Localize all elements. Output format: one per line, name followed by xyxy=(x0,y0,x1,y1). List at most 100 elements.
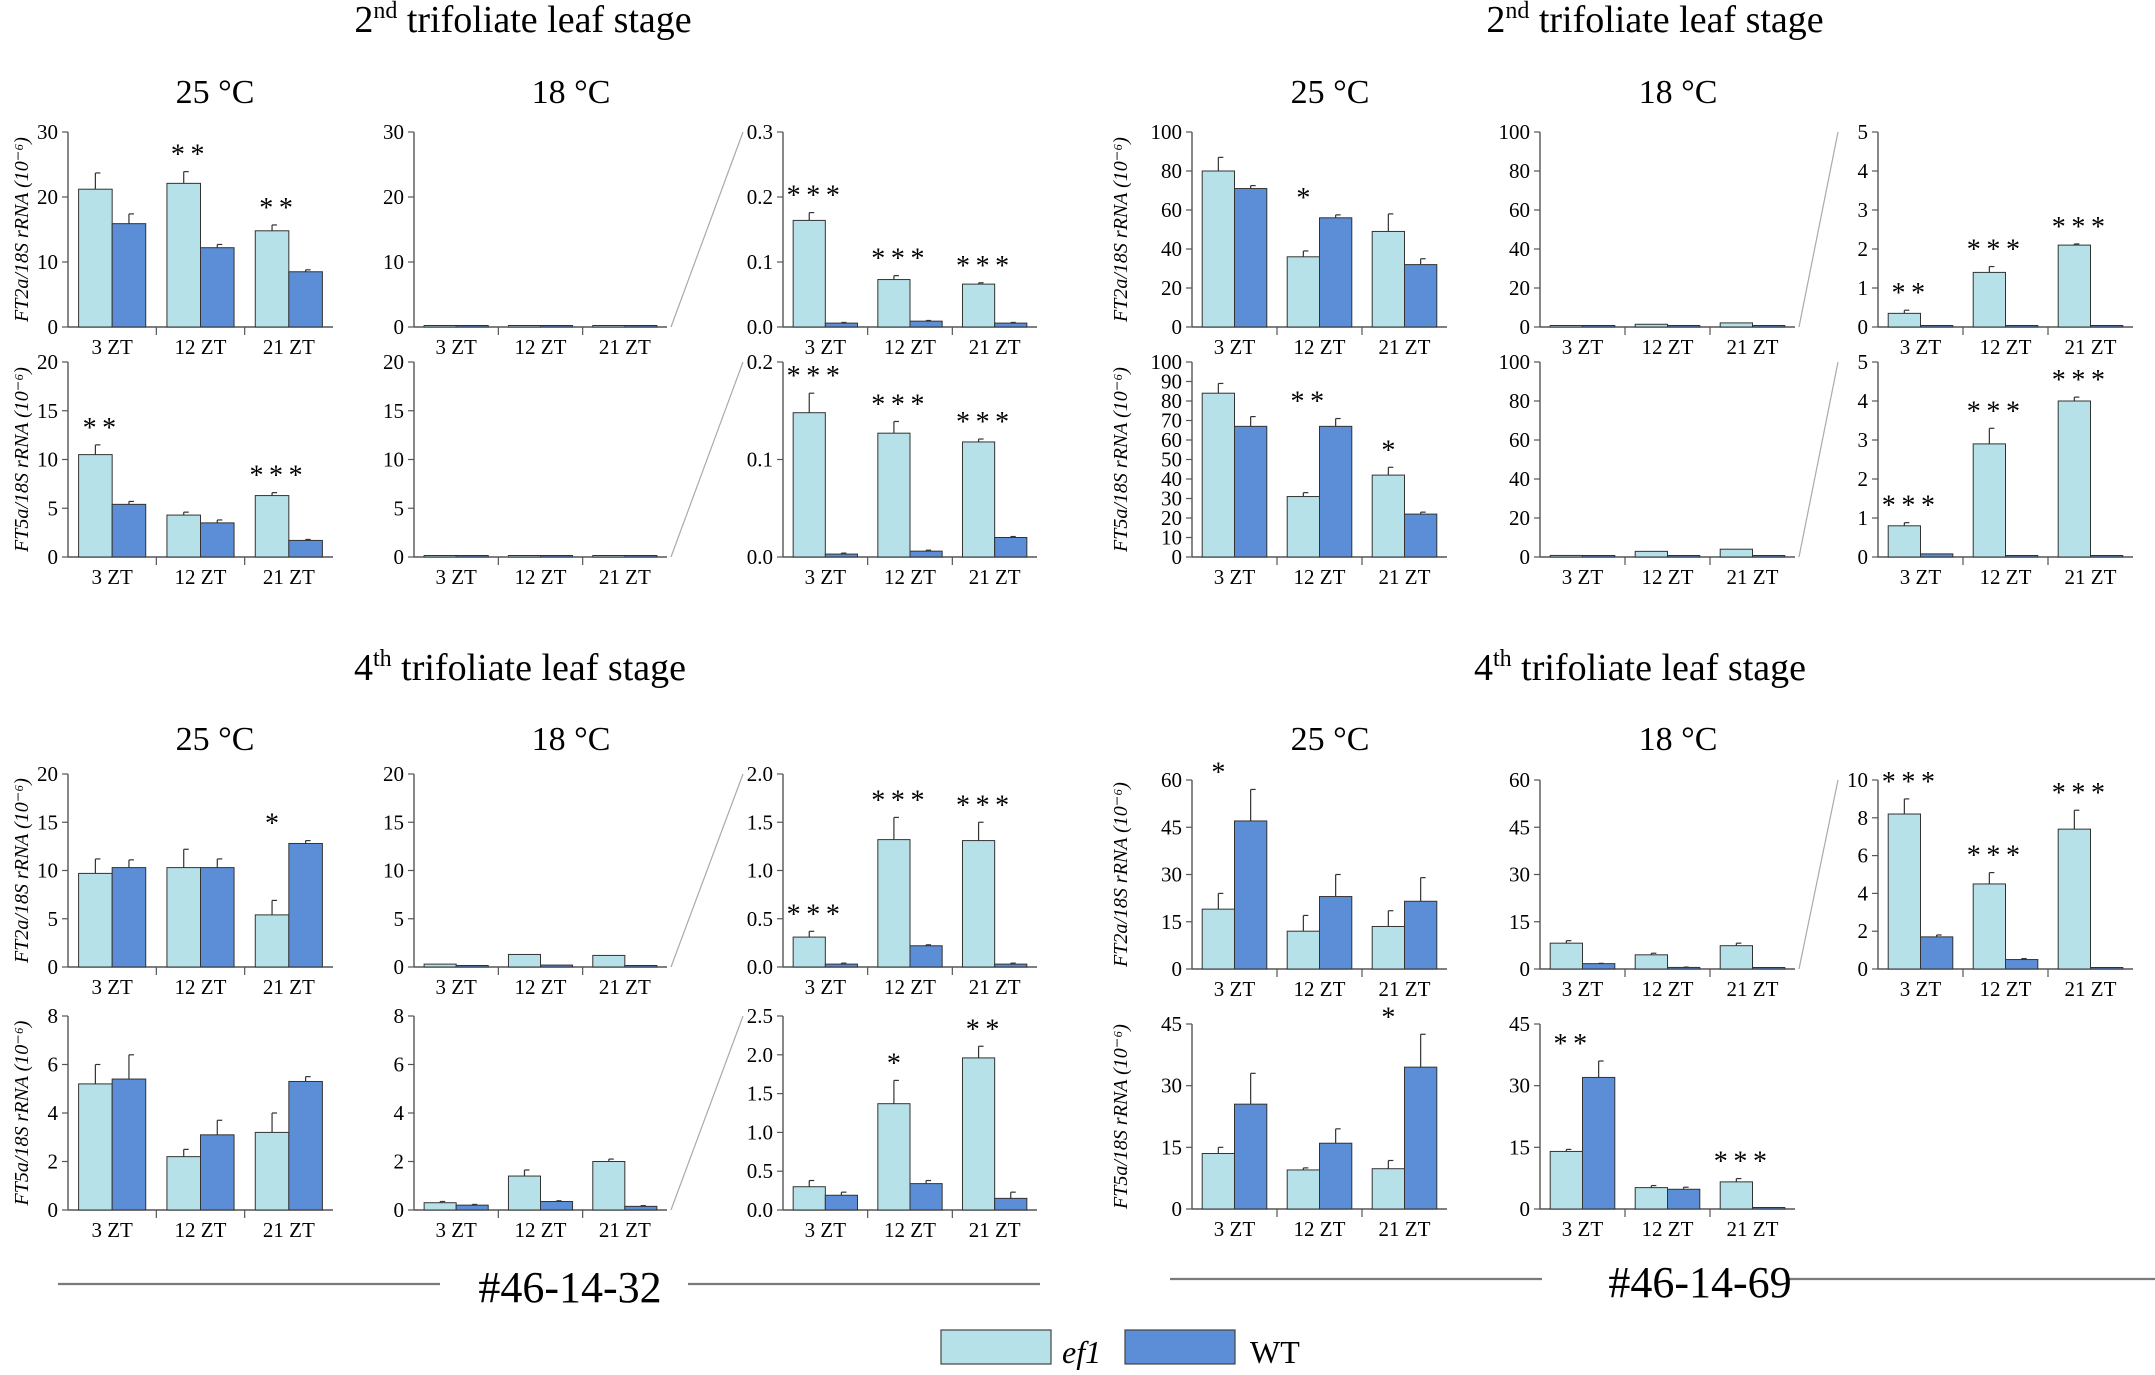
y-tick-label: 20 xyxy=(383,185,404,209)
bar-ef1-2 xyxy=(1972,443,2006,558)
x-tick-label: 21 ZT xyxy=(969,1218,1021,1242)
bar-wt-3 xyxy=(2090,967,2124,970)
bar-ef1-2 xyxy=(1634,954,1668,970)
bar-wt-2 xyxy=(909,550,943,558)
bar-wt-1 xyxy=(1234,820,1268,970)
y-tick-label: 0 xyxy=(394,1198,405,1222)
bar-ef1-2 xyxy=(1286,496,1320,558)
stage-suffix: th xyxy=(1493,646,1512,672)
y-tick-label: 2.5 xyxy=(747,1004,773,1028)
y-tick-label: 80 xyxy=(1161,389,1182,413)
y-tick-label: 0.1 xyxy=(747,448,773,472)
bar-wt-2 xyxy=(1667,1188,1701,1210)
bar-wt-1 xyxy=(1234,1103,1268,1210)
bar-wt-2 xyxy=(909,945,943,968)
y-tick-label: 40 xyxy=(1509,467,1530,491)
y-tick-label: 8 xyxy=(48,1004,59,1028)
significance-mark: * * xyxy=(171,140,205,171)
chart-A1c: 0.0 0.1 0.2 0.3 3 ZT * * * 12 ZT * * * 21 ZT * * … xyxy=(670,120,1037,359)
significance-mark: * * * xyxy=(787,899,840,930)
x-tick-label: 21 ZT xyxy=(599,565,651,589)
significance-mark: * * * xyxy=(956,790,1009,821)
y-tick-label: 45 xyxy=(1161,815,1182,839)
y-tick-label: 0 xyxy=(394,955,405,979)
y-tick-label: 0 xyxy=(48,545,59,569)
chart-D1c: 0 2 4 6 8 10 3 ZT * * * 12 ZT * * * 21 ZT * * * xyxy=(1798,767,2133,1001)
temp-label-18: 18 °C xyxy=(1639,74,1718,111)
bar-ef1-3 xyxy=(592,954,626,968)
y-tick-label: 15 xyxy=(383,399,404,423)
significance-mark: * xyxy=(265,809,279,840)
zoom-connector xyxy=(1798,361,1839,558)
y-tick-label: 30 xyxy=(383,120,404,144)
y-tick-label: 0.1 xyxy=(747,250,773,274)
zoom-connector xyxy=(1798,779,1839,970)
y-tick-label: 30 xyxy=(1161,863,1182,887)
y-tick-label: 15 xyxy=(1161,1135,1182,1159)
x-tick-label: 21 ZT xyxy=(1379,565,1431,589)
bar-wt-2 xyxy=(909,320,943,328)
x-tick-label: 3 ZT xyxy=(1214,1217,1256,1241)
y-tick-label: 4 xyxy=(1858,159,1869,183)
bar-ef1-3 xyxy=(961,283,996,328)
y-tick-label: 1.0 xyxy=(747,1120,773,1144)
chart-A2c: 0.0 0.1 0.2 3 ZT * * * 12 ZT * * * 21 ZT * * * xyxy=(670,350,1037,589)
chart-D1a: 0 15 30 45 60 3 ZT * 12 ZT 21 ZT xyxy=(1161,757,1447,1001)
y-axis-label: FT2a/18S rRNA (10⁻⁶) xyxy=(11,137,33,323)
y-tick-label: 15 xyxy=(1509,1135,1530,1159)
x-tick-label: 21 ZT xyxy=(1727,565,1779,589)
y-axis-label: FT2a/18S rRNA (10⁻⁶) xyxy=(1110,137,1132,323)
bar-wt-1 xyxy=(1582,1076,1616,1210)
x-tick-label: 12 ZT xyxy=(175,565,227,589)
y-tick-label: 0 xyxy=(1172,545,1183,569)
y-tick-label: 0 xyxy=(48,1198,59,1222)
bar-ef1-1 xyxy=(1887,525,1921,558)
y-tick-label: 40 xyxy=(1161,237,1182,261)
x-tick-label: 12 ZT xyxy=(175,1218,227,1242)
y-tick-label: 2 xyxy=(394,1150,405,1174)
bar-ef1-3 xyxy=(254,495,290,558)
significance-mark: * * * xyxy=(1882,491,1935,522)
y-tick-label: 5 xyxy=(394,907,405,931)
x-tick-label: 21 ZT xyxy=(263,975,315,999)
y-tick-label: 0 xyxy=(1172,1197,1183,1221)
zoom-connector xyxy=(670,361,744,558)
y-tick-label: 15 xyxy=(1509,910,1530,934)
bar-ef1-3 xyxy=(592,1161,626,1211)
y-tick-label: 100 xyxy=(1151,120,1183,144)
chart-B1b: 0 20 40 60 80 100 3 ZT 12 ZT 21 ZT xyxy=(1499,120,1795,359)
y-tick-label: 100 xyxy=(1151,350,1183,374)
bar-ef1-2 xyxy=(507,555,542,558)
y-tick-label: 1.5 xyxy=(747,810,773,834)
x-tick-label: 21 ZT xyxy=(263,1218,315,1242)
y-tick-label: 0 xyxy=(1520,545,1531,569)
y-tick-label: 10 xyxy=(37,448,58,472)
x-tick-label: 12 ZT xyxy=(175,335,227,359)
x-tick-label: 3 ZT xyxy=(1562,1217,1604,1241)
bar-ef1-2 xyxy=(877,839,911,968)
bar-ef1-1 xyxy=(423,555,457,558)
bar-wt-2 xyxy=(200,522,235,558)
bar-wt-2 xyxy=(2005,959,2039,970)
bar-wt-3 xyxy=(624,555,658,558)
y-tick-label: 5 xyxy=(1858,120,1869,144)
y-tick-label: 45 xyxy=(1161,1012,1182,1036)
bar-wt-3 xyxy=(288,1080,323,1211)
bar-ef1-1 xyxy=(792,1186,826,1211)
bar-ef1-1 xyxy=(792,219,826,328)
y-tick-label: 8 xyxy=(394,1004,405,1028)
x-tick-label: 3 ZT xyxy=(1562,977,1604,1001)
y-tick-label: 0 xyxy=(1172,957,1183,981)
bar-ef1-3 xyxy=(1719,1181,1753,1210)
y-tick-label: 0 xyxy=(394,315,405,339)
bar-wt-2 xyxy=(1319,896,1353,970)
stage-title: 2nd trifoliate leaf stage xyxy=(354,0,691,41)
x-tick-label: 3 ZT xyxy=(805,565,847,589)
bar-ef1-1 xyxy=(78,872,113,968)
y-tick-label: 0 xyxy=(1520,315,1531,339)
x-tick-label: 21 ZT xyxy=(263,565,315,589)
bar-wt-1 xyxy=(824,322,859,328)
bar-ef1-2 xyxy=(1286,930,1320,970)
y-tick-label: 20 xyxy=(1161,506,1182,530)
